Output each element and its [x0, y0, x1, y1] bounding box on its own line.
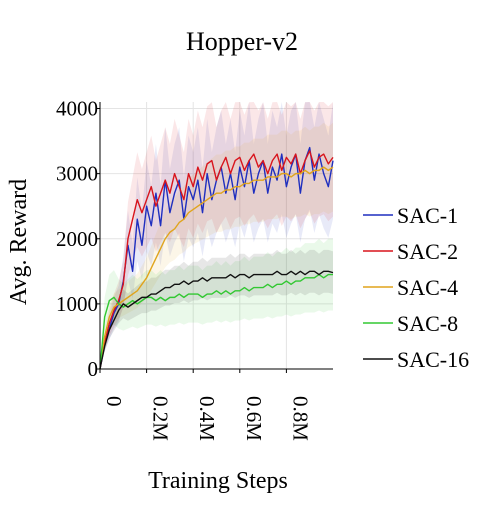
series-line-5: [99, 270, 334, 370]
x-tick-label-0: 0: [102, 396, 126, 407]
legend-label-1: SAC-1: [397, 203, 458, 228]
legend: SAC-1 SAC-2 SAC-4 SAC-8 SAC-16: [363, 203, 469, 372]
y-axis-label: Avg. Reward: [6, 179, 32, 305]
series-band-5: [100, 249, 333, 369]
y-tick-label-3: 3000: [56, 162, 98, 186]
axes: [96, 102, 333, 373]
x-tick-label-3: 0.6M: [242, 396, 266, 441]
x-tick-label-1: 0.2M: [149, 396, 173, 441]
chart-title: Hopper-v2: [186, 27, 298, 56]
legend-label-2: SAC-2: [397, 239, 458, 264]
series-band-2: [100, 102, 333, 369]
legend-label-4: SAC-8: [397, 311, 458, 336]
x-axis-label: Training Steps: [148, 468, 288, 494]
y-tick-label-2: 2000: [56, 227, 98, 251]
series-band-1: [100, 102, 333, 369]
legend-label-3: SAC-4: [397, 275, 458, 300]
series-line-4: [99, 273, 333, 370]
series-band-4: [100, 238, 333, 369]
series-line-2: [99, 150, 334, 370]
y-tick-label-0: 0: [88, 357, 99, 381]
series-band-3: [100, 122, 333, 370]
series-line-3: [99, 166, 334, 370]
confidence-bands: [100, 102, 333, 370]
y-tick-label-1: 1000: [56, 292, 98, 316]
legend-label-5: SAC-16: [397, 347, 469, 372]
y-tick-label-4: 4000: [56, 97, 98, 121]
tick-labels: 0 1000 2000 3000 4000 0 0.2M 0.4M 0.6M 0.8M: [56, 97, 312, 442]
x-tick-label-4: 0.8M: [288, 396, 312, 441]
x-tick-label-2: 0.4M: [195, 396, 219, 441]
series-lines: [99, 146, 334, 370]
